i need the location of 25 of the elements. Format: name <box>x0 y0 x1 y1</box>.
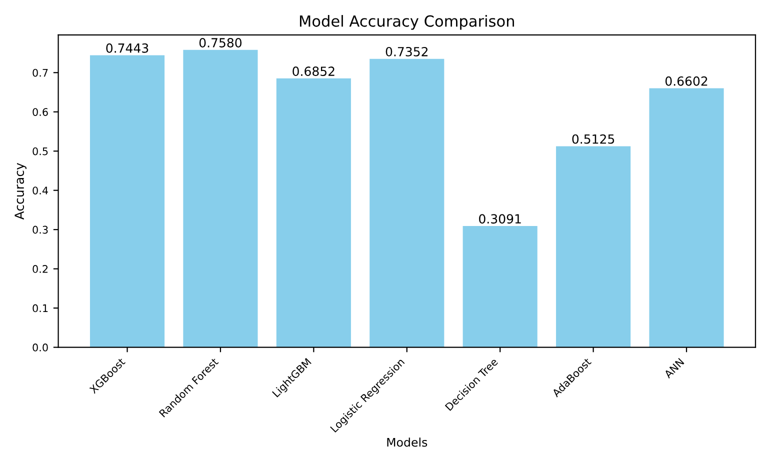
data-label: 0.5125 <box>572 134 614 144</box>
bar <box>90 55 165 348</box>
data-label: 0.7443 <box>106 43 148 53</box>
bar <box>276 78 351 348</box>
y-tick-label: 0.5 <box>32 147 48 156</box>
y-tick-label: 0.0 <box>32 344 48 352</box>
chart-title: Model Accuracy Comparison <box>300 15 514 30</box>
data-label: 0.7580 <box>199 38 242 48</box>
y-axis-title: Accuracy <box>14 162 26 220</box>
bar <box>649 88 724 348</box>
y-tick-label: 0.1 <box>32 304 48 312</box>
data-label: 0.6852 <box>292 66 334 76</box>
bar <box>370 58 444 348</box>
y-tick-label: 0.4 <box>32 186 48 194</box>
bar <box>183 50 258 348</box>
y-tick-label: 0.3 <box>32 226 48 234</box>
bar <box>462 226 538 348</box>
bar <box>556 146 631 348</box>
data-label: 0.7352 <box>386 46 428 56</box>
y-tick-label: 0.7 <box>32 68 48 77</box>
data-label: 0.3091 <box>479 214 521 224</box>
x-axis-title: Models <box>387 438 428 447</box>
y-tick-label: 0.6 <box>32 108 48 116</box>
y-tick-label: 0.2 <box>32 265 48 273</box>
data-label: 0.6602 <box>665 76 708 86</box>
